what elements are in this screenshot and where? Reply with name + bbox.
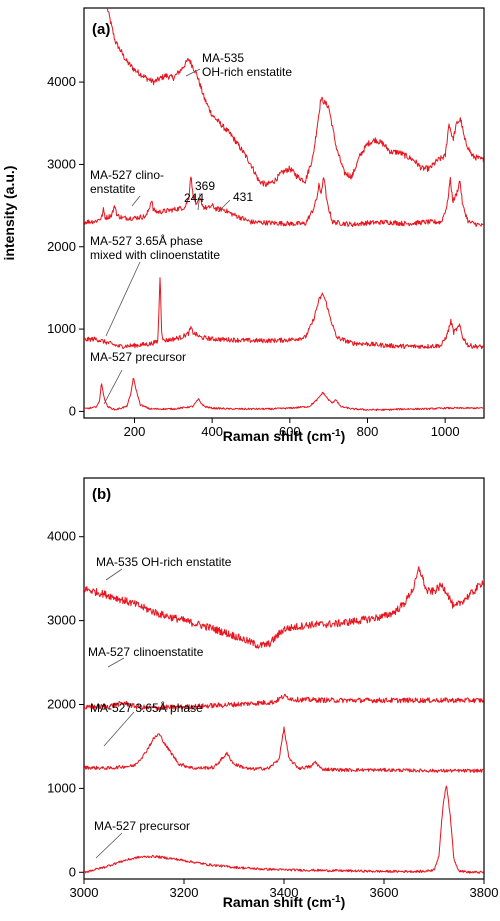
annotation-b-precursor: MA-527 precursor xyxy=(94,819,190,859)
panel-a-y-tick-label: 1000 xyxy=(47,321,76,336)
panel-a-frame xyxy=(83,7,485,419)
panel-b-series-line-2 xyxy=(84,726,484,773)
panel-a-x-axis-title: Raman shift (cm-1) xyxy=(223,428,346,444)
annotation-ma535: MA-535 OH-rich enstatite xyxy=(185,51,292,79)
annotation-leader xyxy=(131,195,141,207)
annotation-ma527-365-phase: MA-527 3.65Å phase mixed with clinoenstat… xyxy=(90,233,220,337)
panel-b-y-tick-label: 0 xyxy=(69,864,76,879)
annotation-leader xyxy=(105,568,123,581)
panel-a-series-line-0 xyxy=(106,8,484,187)
annotation-line: MA-527 precursor xyxy=(94,819,190,833)
annotation-431: 431 xyxy=(217,190,253,213)
panel-b-ticks: 3000 3200 3400 3600 3800 0 1000 2000 3000 4000 xyxy=(47,529,498,900)
annotation-369: 369 xyxy=(195,179,215,211)
annotation-line: MA-527 clinoenstatite xyxy=(88,645,204,659)
panel-a-x-tick-label: 400 xyxy=(201,424,223,439)
panel-b-y-tick-label: 4000 xyxy=(47,529,76,544)
annotation-leader xyxy=(217,199,231,213)
panel-b-x-tick-label: 3800 xyxy=(470,885,499,900)
annotation-b-clinoenstatite: MA-527 clinoenstatite xyxy=(88,645,204,668)
annotation-line: OH-rich enstatite xyxy=(202,65,292,79)
panel-a-chart: 200 400 600 800 1000 0 1000 2000 3000 4000 (a) Ra… xyxy=(1,7,485,444)
annotation-b-ma535: MA-535 OH-rich enstatite xyxy=(96,555,232,581)
annotation-leader xyxy=(103,369,123,405)
panel-a-x-tick-label: 200 xyxy=(124,424,146,439)
annotation-leader xyxy=(197,192,201,211)
panel-a-label: (a) xyxy=(92,21,110,38)
panel-b-series-line-1 xyxy=(84,693,484,711)
annotation-leader xyxy=(105,261,141,337)
panel-b-x-tick-label: 3600 xyxy=(370,885,399,900)
annotation-line: enstatite xyxy=(90,182,136,196)
annotation-leader xyxy=(185,68,201,77)
panel-b-y-tick-label: 2000 xyxy=(47,697,76,712)
panel-a-y-tick-label: 0 xyxy=(69,403,76,418)
panel-b-y-tick-label: 3000 xyxy=(47,613,76,628)
annotation-line: MA-527 clino- xyxy=(90,168,164,182)
annotation-peak-431: 431 xyxy=(233,190,253,204)
svg-text:MA-527 clino-enstatite: MA-527 clino-enstatite xyxy=(90,168,164,196)
annotation-peak-369: 369 xyxy=(195,179,215,193)
annotation-line: MA-535 OH-rich enstatite xyxy=(96,555,232,569)
panel-b-x-tick-label: 3400 xyxy=(270,885,299,900)
annotation-line: mixed with clinoenstatite xyxy=(90,248,220,262)
annotation-ma527-clinoenstatite: MA-527 clino-enstatite xyxy=(90,168,164,207)
panel-a-y-tick-label: 3000 xyxy=(47,156,76,171)
annotation-ma527-precursor: MA-527 precursor xyxy=(90,350,186,405)
panel-a-ticks: 200 400 600 800 1000 0 1000 2000 3000 4000 xyxy=(47,74,460,439)
panel-b-x-axis-title: Raman shift (cm-1) xyxy=(223,894,346,910)
panel-a-x-tick-label: 1000 xyxy=(431,424,460,439)
annotation-line: MA-527 precursor xyxy=(90,350,186,364)
panel-b-y-tick-label: 1000 xyxy=(47,780,76,795)
annotation-244: 244 xyxy=(184,191,204,205)
annotation-peak-244: 244 xyxy=(184,191,204,205)
annotation-line: MA-527 3.65Å phase xyxy=(90,700,203,715)
panel-a-y-tick-label: 2000 xyxy=(47,239,76,254)
panel-a-y-tick-label: 4000 xyxy=(47,74,76,89)
annotation-b-365-phase: MA-527 3.65Å phase xyxy=(90,700,203,747)
annotation-leader xyxy=(103,711,135,747)
panel-a-x-tick-label: 600 xyxy=(279,424,301,439)
panel-a-series xyxy=(84,8,484,412)
panel-a-series-line-3 xyxy=(84,378,484,412)
annotation-line: MA-535 xyxy=(202,51,244,65)
panel-a-series-line-2 xyxy=(84,277,484,350)
panel-b-label: (b) xyxy=(92,486,111,503)
panel-a-x-tick-label: 800 xyxy=(357,424,379,439)
panel-b-series xyxy=(84,566,484,874)
panel-a-y-axis-title: intensity (a.u.) xyxy=(1,166,17,261)
panel-b-x-tick-label: 3200 xyxy=(170,885,199,900)
panel-b-series-line-3 xyxy=(84,785,484,874)
panel-b-x-tick-label: 3000 xyxy=(70,885,99,900)
annotation-leader xyxy=(95,832,123,859)
panel-b-series-line-0 xyxy=(84,566,484,649)
annotation-leader xyxy=(107,657,125,668)
panel-a-series-line-1 xyxy=(84,176,484,228)
annotation-line: MA-527 3.65Å phase xyxy=(90,233,203,248)
panel-b-chart: 3000 3200 3400 3600 3800 0 1000 2000 3000 4000 (b… xyxy=(47,477,498,910)
